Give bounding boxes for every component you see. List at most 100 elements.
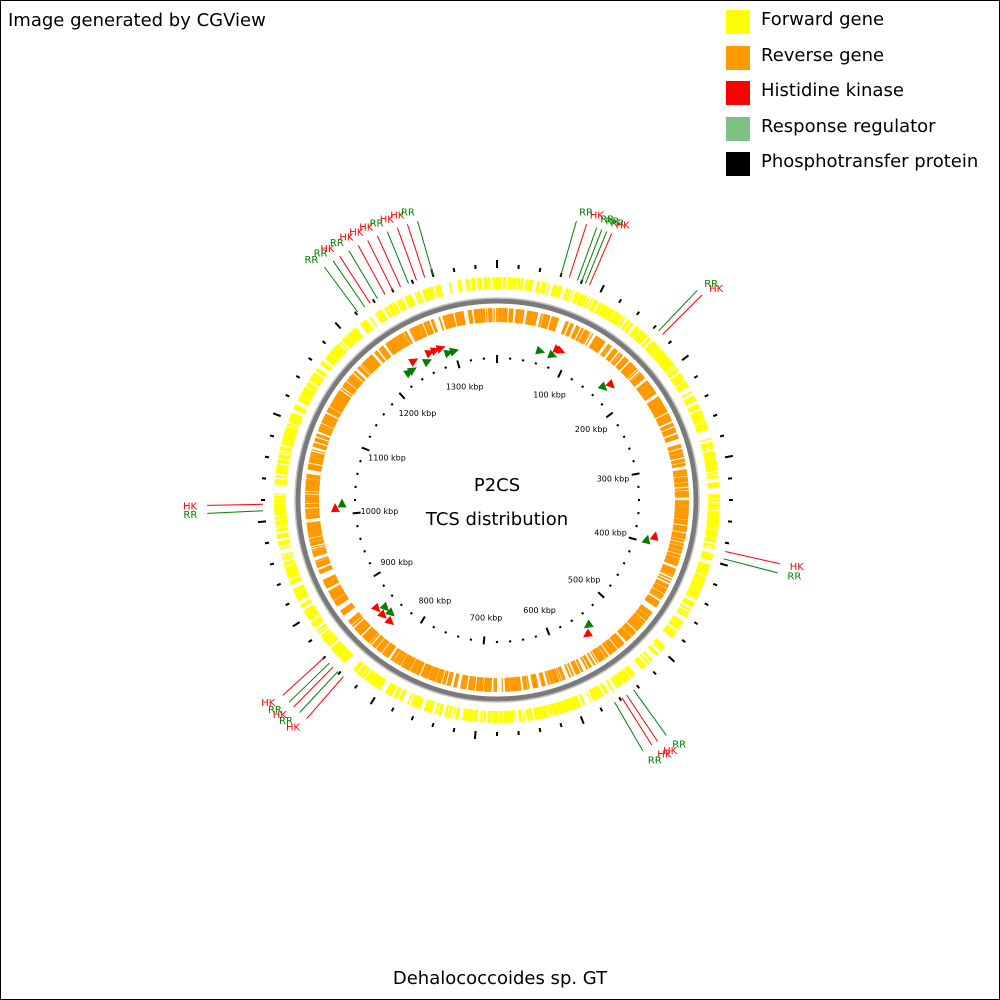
forward-gene bbox=[611, 312, 620, 324]
reverse-gene bbox=[636, 381, 650, 393]
minor-tick bbox=[432, 625, 436, 629]
reverse-gene bbox=[323, 576, 338, 586]
forward-gene bbox=[339, 649, 350, 660]
hk-label: HK bbox=[359, 223, 374, 234]
forward-gene bbox=[287, 571, 300, 579]
forward-gene bbox=[691, 413, 704, 420]
forward-gene bbox=[303, 387, 315, 396]
forward-gene bbox=[390, 303, 398, 315]
reverse-gene bbox=[653, 408, 668, 418]
forward-gene bbox=[543, 705, 549, 718]
reverse-gene bbox=[674, 513, 689, 518]
forward-gene bbox=[316, 367, 328, 377]
reverse-gene bbox=[331, 401, 345, 411]
forward-gene bbox=[586, 298, 594, 310]
forward-gene bbox=[563, 288, 569, 301]
forward-gene bbox=[279, 447, 292, 453]
rr-label: RR bbox=[304, 255, 318, 266]
reverse-gene bbox=[456, 311, 464, 326]
reverse-gene bbox=[626, 620, 639, 632]
outer-tick bbox=[264, 455, 270, 459]
reverse-gene bbox=[632, 612, 646, 624]
tcs-leader-line bbox=[323, 266, 359, 313]
forward-gene bbox=[591, 300, 599, 313]
minor-tick bbox=[399, 603, 403, 607]
reverse-gene bbox=[549, 669, 557, 684]
outer-tick bbox=[704, 393, 709, 398]
reverse-gene bbox=[595, 339, 605, 353]
forward-gene bbox=[695, 569, 708, 577]
forward-gene bbox=[555, 285, 562, 298]
reverse-gene bbox=[306, 521, 321, 527]
tcs-leader-line bbox=[560, 220, 577, 276]
reverse-gene bbox=[387, 340, 399, 354]
rr-label: RR bbox=[787, 571, 801, 582]
outer-tick bbox=[285, 602, 290, 607]
forward-gene bbox=[283, 431, 297, 439]
histidine-kinase-marker bbox=[408, 358, 419, 367]
forward-gene bbox=[281, 440, 294, 445]
reverse-gene bbox=[431, 667, 440, 682]
forward-gene bbox=[276, 533, 290, 539]
reverse-gene bbox=[307, 525, 322, 531]
forward-gene bbox=[623, 321, 634, 333]
reverse-gene bbox=[364, 629, 377, 642]
reverse-gene bbox=[533, 312, 539, 327]
forward-gene bbox=[695, 423, 708, 431]
forward-gene bbox=[674, 379, 686, 387]
reverse-gene bbox=[329, 402, 344, 413]
forward-gene bbox=[288, 575, 301, 582]
forward-gene bbox=[408, 294, 417, 307]
reverse-gene bbox=[517, 676, 521, 691]
reverse-gene bbox=[321, 421, 335, 429]
forward-gene bbox=[556, 702, 562, 715]
forward-gene bbox=[697, 563, 710, 569]
forward-gene bbox=[425, 287, 433, 301]
reverse-gene bbox=[639, 604, 652, 615]
forward-gene bbox=[668, 620, 681, 630]
forward-gene bbox=[308, 613, 320, 621]
reverse-gene bbox=[313, 550, 328, 558]
rr-label: RR bbox=[579, 208, 593, 219]
outer-tick bbox=[724, 541, 730, 545]
forward-gene bbox=[275, 523, 288, 527]
forward-gene bbox=[609, 311, 619, 324]
reverse-gene bbox=[623, 624, 635, 636]
reverse-gene bbox=[658, 573, 673, 581]
forward-gene bbox=[407, 294, 415, 307]
forward-gene bbox=[670, 618, 682, 628]
major-tick bbox=[557, 369, 563, 378]
forward-gene bbox=[412, 695, 421, 708]
tcs-leader-line bbox=[626, 694, 659, 742]
reverse-gene bbox=[422, 664, 431, 679]
forward-gene bbox=[509, 277, 512, 290]
reverse-gene bbox=[318, 425, 334, 434]
reverse-gene bbox=[312, 442, 328, 450]
reverse-gene bbox=[395, 335, 405, 349]
forward-gene bbox=[591, 687, 599, 700]
tcs-leader-line bbox=[206, 503, 264, 506]
forward-gene bbox=[691, 580, 704, 587]
forward-gene bbox=[603, 307, 611, 319]
reverse-gene bbox=[624, 622, 636, 635]
forward-gene bbox=[512, 277, 516, 290]
forward-gene bbox=[689, 583, 702, 592]
reverse-gene bbox=[610, 352, 621, 364]
forward-gene bbox=[426, 700, 432, 712]
reverse-gene bbox=[372, 635, 385, 649]
forward-gene bbox=[579, 294, 588, 308]
forward-gene bbox=[657, 355, 669, 365]
forward-gene bbox=[467, 278, 471, 291]
forward-gene bbox=[651, 642, 662, 652]
forward-gene bbox=[274, 509, 287, 513]
reverse-gene bbox=[333, 593, 347, 604]
forward-gene bbox=[628, 325, 639, 338]
forward-gene bbox=[346, 333, 357, 345]
forward-gene bbox=[308, 377, 321, 387]
reverse-gene bbox=[624, 365, 636, 377]
minor-tick bbox=[608, 584, 612, 588]
minor-tick bbox=[622, 435, 626, 439]
reverse-gene bbox=[398, 333, 409, 348]
reverse-gene bbox=[347, 611, 361, 624]
reverse-gene bbox=[472, 676, 477, 691]
